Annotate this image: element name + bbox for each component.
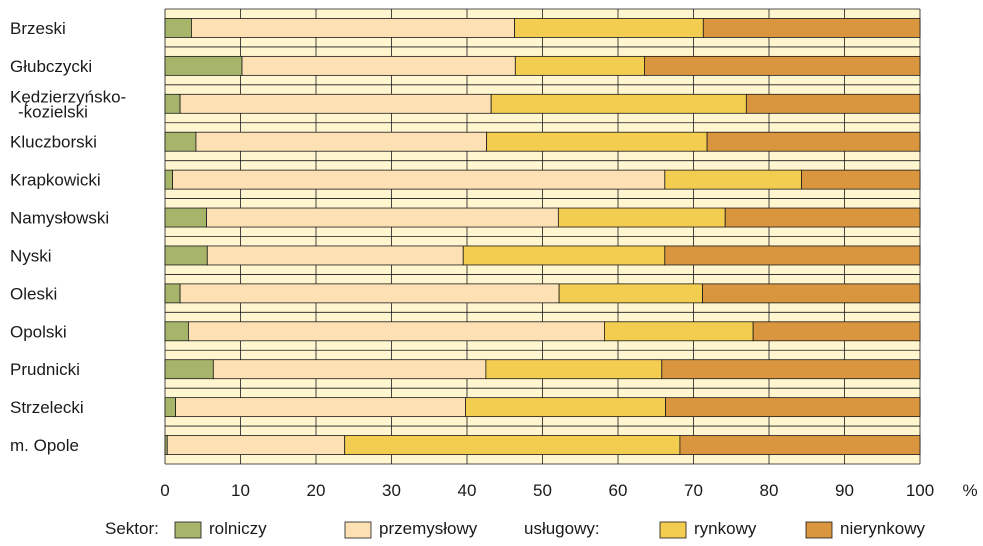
category-label: Kędzierzyńsko--kozielski bbox=[10, 87, 126, 121]
category-label: Nyski bbox=[10, 246, 52, 265]
bar-rynkowy bbox=[514, 55, 645, 76]
x-tick-label: 20 bbox=[307, 481, 326, 500]
legend-swatch-przemysłowy bbox=[344, 521, 372, 539]
legend-label-rolniczy: rolniczy bbox=[209, 519, 267, 538]
bar-rynkowy bbox=[344, 435, 681, 455]
bar-rynkowy bbox=[664, 169, 802, 190]
bar-nierynkowy bbox=[702, 283, 921, 304]
bar-rynkowy bbox=[462, 245, 666, 266]
category-label: m. Opole bbox=[10, 436, 79, 455]
bar-przemysłowy bbox=[241, 55, 516, 76]
bars bbox=[164, 18, 921, 455]
x-unit-label: % bbox=[962, 481, 977, 500]
bar-nierynkowy bbox=[706, 131, 921, 152]
x-tick-label: 70 bbox=[684, 481, 703, 500]
legend-label-rynkowy: rynkowy bbox=[694, 519, 757, 538]
legend-swatch-rolniczy bbox=[174, 521, 202, 539]
bar-nierynkowy bbox=[679, 435, 921, 455]
bar-rolniczy bbox=[164, 93, 181, 114]
bar-rolniczy bbox=[164, 207, 207, 228]
x-tick-label: 30 bbox=[382, 481, 401, 500]
bar-nierynkowy bbox=[801, 169, 921, 190]
bar-rynkowy bbox=[604, 321, 754, 342]
category-label: Brzeski bbox=[10, 19, 66, 38]
bar-przemysłowy bbox=[175, 397, 466, 418]
bar-przemysłowy bbox=[166, 435, 346, 455]
x-tick-label: 100 bbox=[906, 481, 934, 500]
category-labels: Brzeski Głubczycki Kędzierzyńsko--kozielsk… bbox=[10, 19, 126, 455]
category-label: Namysłowski bbox=[10, 209, 109, 228]
bar-przemysłowy bbox=[172, 169, 666, 190]
bar-rolniczy bbox=[164, 283, 181, 304]
bar-rynkowy bbox=[490, 93, 747, 114]
bar-przemysłowy bbox=[195, 131, 488, 152]
bar-rynkowy bbox=[485, 359, 663, 380]
x-tick-label: 90 bbox=[835, 481, 854, 500]
bar-przemysłowy bbox=[179, 283, 560, 304]
bar-nierynkowy bbox=[644, 55, 921, 76]
bar-nierynkowy bbox=[745, 93, 921, 114]
bar-rolniczy bbox=[164, 245, 208, 266]
legend-label-nierynkowy: nierynkowy bbox=[840, 519, 926, 538]
x-tick-label: 80 bbox=[760, 481, 779, 500]
legend: Sektor: rolniczy przemysłowy rynkowy nierynk… bbox=[105, 519, 926, 539]
x-tick-label: 40 bbox=[458, 481, 477, 500]
category-label: Oleski bbox=[10, 284, 57, 303]
bar-rynkowy bbox=[514, 18, 704, 38]
bar-rolniczy bbox=[164, 397, 176, 418]
x-tick-label: 0 bbox=[160, 481, 169, 500]
bar-rolniczy bbox=[164, 321, 189, 342]
bar-przemysłowy bbox=[188, 321, 605, 342]
grid bbox=[164, 8, 921, 465]
bar-rolniczy bbox=[164, 131, 197, 152]
bar-przemysłowy bbox=[179, 93, 492, 114]
bar-nierynkowy bbox=[724, 207, 921, 228]
bar-rolniczy bbox=[164, 169, 173, 190]
bar-nierynkowy bbox=[661, 359, 921, 380]
x-tick-label: 10 bbox=[231, 481, 250, 500]
bar-nierynkowy bbox=[664, 245, 921, 266]
bar-przemysłowy bbox=[206, 245, 464, 266]
bar-rolniczy bbox=[164, 359, 214, 380]
legend-title: Sektor: bbox=[105, 519, 159, 538]
legend-swatch-rynkowy bbox=[659, 521, 687, 539]
category-label: Prudnicki bbox=[10, 360, 80, 379]
category-label: Głubczycki bbox=[10, 57, 92, 76]
bar-rynkowy bbox=[486, 131, 708, 152]
bar-rolniczy bbox=[164, 55, 243, 76]
category-label: Krapkowicki bbox=[10, 171, 101, 190]
bar-rynkowy bbox=[557, 207, 726, 228]
x-tick-label: 60 bbox=[609, 481, 628, 500]
bar-nierynkowy bbox=[752, 321, 921, 342]
category-label: Opolski bbox=[10, 322, 67, 341]
x-tick-label: 50 bbox=[533, 481, 552, 500]
category-label: Kluczborski bbox=[10, 133, 97, 152]
category-label: Strzelecki bbox=[10, 398, 84, 417]
bar-przemysłowy bbox=[191, 18, 515, 38]
bar-przemysłowy bbox=[206, 207, 559, 228]
bar-rynkowy bbox=[465, 397, 666, 418]
bar-rolniczy bbox=[164, 18, 192, 38]
legend-label-przemysłowy: przemysłowy bbox=[379, 519, 478, 538]
bar-przemysłowy bbox=[212, 359, 487, 380]
legend-group-label: usługowy: bbox=[524, 519, 600, 538]
bar-nierynkowy bbox=[665, 397, 921, 418]
bar-rynkowy bbox=[558, 283, 703, 304]
bar-nierynkowy bbox=[702, 18, 921, 38]
x-tick-labels: 0 10 20 30 40 50 60 70 80 90 100 bbox=[160, 481, 934, 500]
legend-swatch-nierynkowy bbox=[805, 521, 833, 539]
